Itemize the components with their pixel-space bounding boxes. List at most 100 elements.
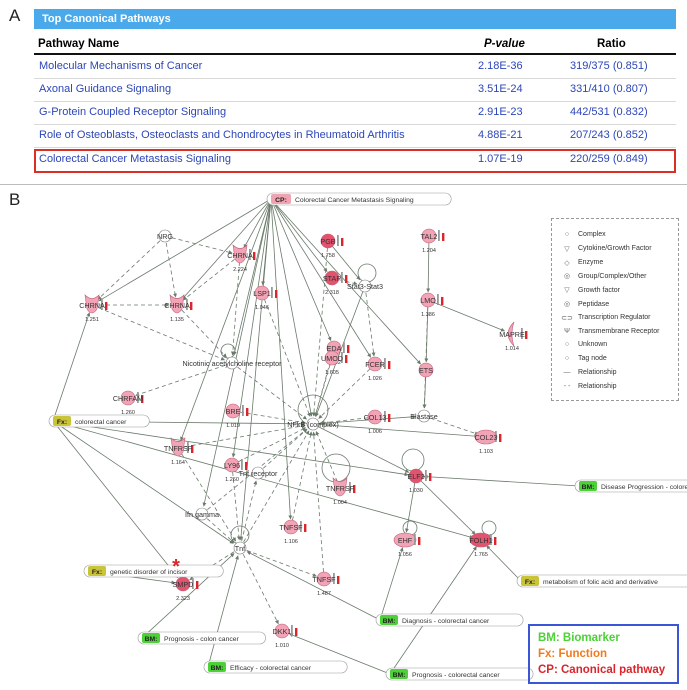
chrna_left-label: CHRNA <box>79 301 105 310</box>
node-tnfsf_low: 1.487 TNFSF <box>312 571 340 597</box>
edge-lmo-mapre <box>427 299 505 332</box>
fcer-bar-frame <box>384 358 386 369</box>
col23-bar <box>499 434 502 442</box>
smpd-value: 2.323 <box>176 596 190 602</box>
fx_incisor-type-box <box>88 566 106 576</box>
bre-bar <box>246 408 249 416</box>
nfkb-label: NFkB (complex) <box>287 420 339 429</box>
col13-bar <box>388 414 391 422</box>
folh1-bar-frame <box>490 534 492 545</box>
chrna_left-bar-frame <box>101 299 103 310</box>
lmo-value: 1.386 <box>421 312 435 318</box>
pathway-link[interactable]: G-Protein Coupled Receptor Signaling <box>39 106 227 118</box>
col13-label: COL13 <box>364 413 387 422</box>
tnfrsf_mid-shape <box>332 477 348 497</box>
col13-bar-frame <box>384 411 386 422</box>
edge-tnf-tnfsf_low <box>239 547 317 577</box>
tag-cp_top: CP: Colorectal Cancer Metastasis Signalin… <box>266 192 452 206</box>
chrna_mid-label: CHRNA <box>164 301 190 310</box>
pathway-link[interactable]: Axonal Guidance Signaling <box>39 83 172 95</box>
edge-cp_top-ifn_gamma <box>202 198 272 507</box>
tal2-bar <box>442 233 445 241</box>
stap-shape <box>324 270 340 286</box>
pvalue-cell: 4.88E-21 <box>478 129 523 141</box>
pathway-link[interactable]: Role of Osteoblasts, Osteoclasts and Cho… <box>39 129 405 141</box>
pvalue-cell: 2.91E-23 <box>478 106 523 118</box>
bm_prognosis-text: Prognosis - colorectal cancer <box>412 672 500 679</box>
bm_diagnosis-text: Diagnosis - colorectal cancer <box>402 618 490 625</box>
elf3-bar-frame <box>425 470 427 481</box>
tnfsf_mid-label: TNFSF <box>279 523 303 532</box>
chrna_top-shape <box>232 244 248 264</box>
col23-label: COL23 <box>475 433 498 442</box>
edge-bm_diagnosis-tnf <box>246 551 381 621</box>
bm_efficacy-type: BM: <box>211 665 224 672</box>
edge-cp_top-nfkb <box>270 198 313 417</box>
bm_progression-text: Disease Progression - colorectal cancer <box>601 484 687 491</box>
dkk1-label: DKK1 <box>273 627 292 636</box>
tag-fx_folic: Fx: metabolism of folic acid and derivati… <box>516 574 687 588</box>
tnf-label: Tnf <box>235 544 245 553</box>
key-biomarker: BM: Biomarker <box>538 632 620 644</box>
legend-item: Ψ Transmembrane Receptor <box>560 328 659 335</box>
ifn_gamma-shape <box>195 507 209 521</box>
self-loop-stat3 <box>357 263 377 283</box>
node-smpd: 2.323 SMPD <box>173 576 199 602</box>
tag-bm_diagnosis: BM: Diagnosis - colorectal cancer <box>375 613 524 627</box>
fx_incisor-pill <box>83 564 224 578</box>
tnfrsf_left-shape <box>170 437 186 457</box>
dkk1-value: 1.010 <box>275 643 289 649</box>
pgb-label: PGB <box>320 237 335 246</box>
edge-nrg-chrna_mid <box>164 235 177 298</box>
fx_cancer-type: Fx: <box>57 419 67 426</box>
cp_top-text: Colorectal Cancer Metastasis Signaling <box>295 197 414 204</box>
edge-nrg-chrna_top <box>164 235 233 255</box>
table-title: Top Canonical Pathways <box>34 9 676 29</box>
legend-icon: ▽ <box>564 287 570 295</box>
node-chrna_top: 2.224 CHRNA <box>227 244 256 273</box>
fx_folic-text: metabolism of folic acid and derivative <box>543 579 658 586</box>
pathway-link[interactable]: Colorectal Cancer Metastasis Signaling <box>39 153 231 165</box>
edge-cp_top-tnfrsf_left <box>180 198 272 441</box>
tnfsf_low-value: 1.487 <box>317 591 331 597</box>
edge-fx_cancer-elf3 <box>52 420 409 477</box>
tnfrsf_mid-value: 1.004 <box>333 500 347 506</box>
edge-tnf_receptor-nfkb <box>257 429 308 474</box>
col23-value: 1.103 <box>479 449 493 455</box>
chrna_left-bar <box>105 302 108 310</box>
row-divider <box>34 147 676 148</box>
chrna_top-bar-frame <box>249 249 251 260</box>
mapre-bar <box>525 331 528 339</box>
edge-chrna_top-nicotinic <box>230 254 241 356</box>
legend-label: Tag node <box>578 355 607 363</box>
node-mapre: 1.014 MAPRE <box>499 321 528 352</box>
node-ehf: 1.056 EHF <box>393 532 421 558</box>
edge-nfkb-col23 <box>312 423 479 439</box>
chrna_top-label: CHRNA <box>227 251 253 260</box>
tags-layer: CP: Colorectal Cancer Metastasis Signalin… <box>48 192 687 681</box>
panel-a-letter: A <box>9 6 21 25</box>
node-col23: 1.103 COL23 <box>475 429 502 455</box>
edge-elf3-folh1 <box>415 475 476 535</box>
legend-item: ◎ Peptidase <box>560 300 609 309</box>
nrg-shape <box>158 229 172 243</box>
umod-shape <box>324 350 340 366</box>
legend-icon: Ψ <box>564 327 570 335</box>
ratio-cell: 220/259 (0.849) <box>570 153 648 165</box>
umod-label: UMOD <box>321 354 343 363</box>
bm_colon-type: BM: <box>145 636 158 643</box>
edge-tal2-lmo <box>426 235 431 293</box>
tnfsf_mid-value: 1.106 <box>284 539 298 545</box>
bm_prognosis-pill <box>385 667 534 681</box>
fx_folic-type-box <box>521 576 539 586</box>
bre-label: BRE <box>226 407 241 416</box>
pathway-link[interactable]: Molecular Mechanisms of Cancer <box>39 60 203 72</box>
fx_cancer-text: colorectal cancer <box>75 419 127 426</box>
node-stat3: Stat3-Stat3 <box>347 279 383 293</box>
ehf-label: EHF <box>398 536 413 545</box>
ehf-shape <box>393 532 417 548</box>
bm_progression-pill <box>574 479 687 493</box>
edge-tnfsf_low-nfkb <box>311 431 325 580</box>
chrna_top-value: 2.224 <box>233 267 247 273</box>
fx_folic-pill <box>516 574 687 588</box>
